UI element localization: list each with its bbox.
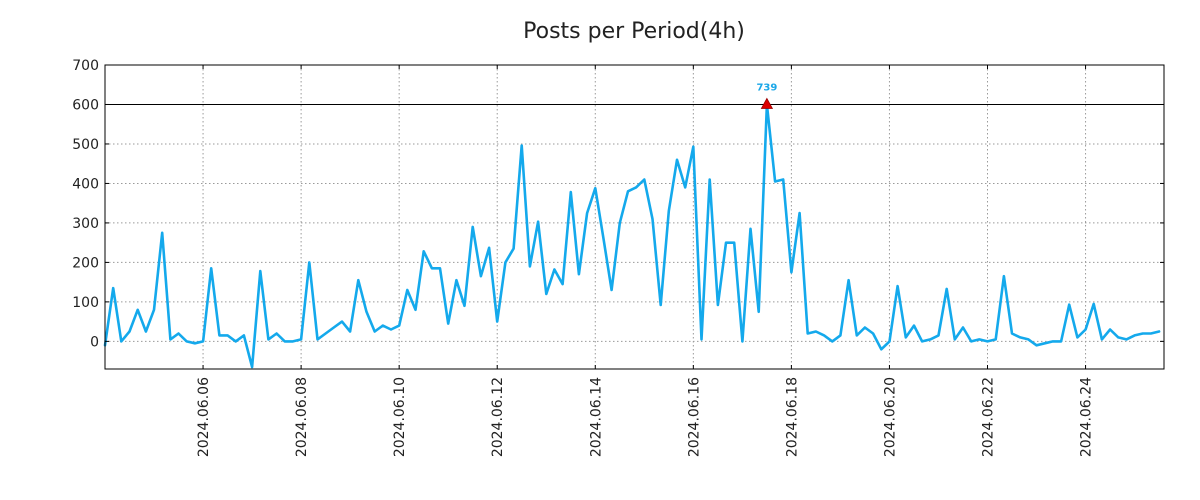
y-tick-label: 400 bbox=[72, 176, 99, 192]
grid-lines bbox=[105, 65, 1164, 369]
axis-ticks: 0 100 200 300 400 500 600 700 2024.06.06 2024.06.… bbox=[72, 58, 1164, 457]
y-tick-label: 300 bbox=[72, 216, 99, 232]
series-layer bbox=[103, 103, 1161, 369]
series-line-posts bbox=[103, 103, 1161, 369]
peak-marker bbox=[760, 97, 774, 109]
peak-marker-layer: 739 bbox=[756, 82, 777, 109]
x-tick-label: 2024.06.12 bbox=[490, 377, 506, 457]
x-tick-label: 2024.06.16 bbox=[686, 377, 702, 457]
x-tick-label: 2024.06.08 bbox=[294, 377, 310, 457]
x-tick-label: 2024.06.14 bbox=[588, 377, 604, 457]
y-tick-label: 100 bbox=[72, 295, 99, 311]
y-tick-label: 500 bbox=[72, 137, 99, 153]
x-tick-label: 2024.06.20 bbox=[882, 377, 898, 457]
x-tick-label: 2024.06.10 bbox=[392, 377, 408, 457]
y-tick-label: 200 bbox=[72, 255, 99, 271]
x-tick-label: 2024.06.18 bbox=[784, 377, 800, 457]
y-tick-label: 0 bbox=[90, 334, 99, 350]
peak-label: 739 bbox=[756, 82, 777, 93]
plot-frame bbox=[104, 64, 1165, 370]
y-tick-label: 600 bbox=[72, 97, 99, 113]
x-tick-label: 2024.06.06 bbox=[196, 377, 212, 457]
x-tick-label: 2024.06.22 bbox=[981, 377, 997, 457]
chart-title: Posts per Period(4h) bbox=[523, 19, 745, 44]
y-tick-label: 700 bbox=[72, 58, 99, 74]
x-tick-label: 2024.06.24 bbox=[1079, 377, 1095, 457]
